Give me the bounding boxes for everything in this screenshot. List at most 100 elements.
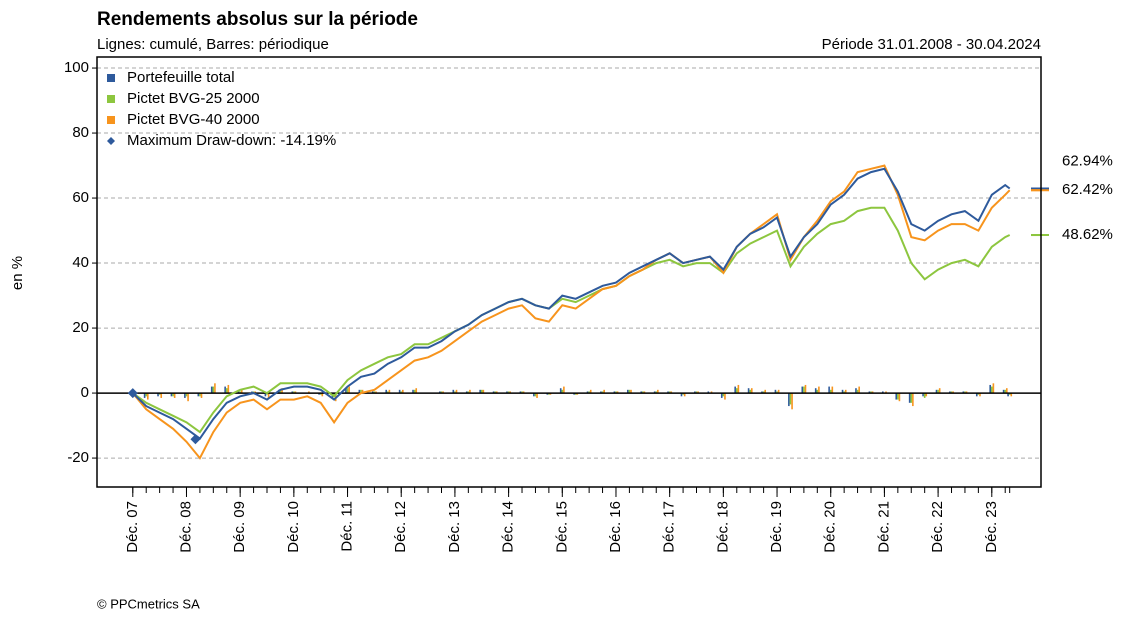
period-bar: [949, 391, 951, 394]
period-bar: [442, 391, 444, 394]
period-bar: [952, 391, 954, 394]
period-bar: [1002, 389, 1005, 394]
period-bar: [694, 391, 696, 394]
period-bar: [400, 391, 403, 394]
period-bar: [844, 389, 847, 394]
period-bar: [667, 391, 669, 394]
end-label: 62.94%: [1062, 152, 1113, 169]
period-bar: [975, 393, 978, 397]
period-bar: [616, 391, 619, 394]
period-bar: [160, 393, 163, 398]
period-bar: [613, 391, 616, 394]
period-bar: [992, 383, 995, 394]
period-bar: [655, 391, 658, 394]
period-bar: [600, 391, 602, 394]
period-bar: [398, 389, 401, 394]
period-bar: [695, 391, 698, 394]
period-bar: [455, 389, 458, 394]
period-bar: [173, 393, 176, 398]
x-tick-label: Déc. 14: [500, 501, 517, 553]
period-bar: [348, 386, 350, 394]
period-bar: [521, 391, 523, 394]
period-bar: [791, 393, 793, 410]
period-bar: [814, 388, 817, 394]
period-bar: [574, 393, 577, 395]
period-bar: [561, 389, 564, 394]
period-bar: [818, 386, 820, 394]
period-bar: [722, 393, 725, 397]
period-bar: [412, 389, 414, 394]
period-bar: [147, 393, 149, 400]
period-bar: [239, 391, 241, 394]
period-bar: [828, 386, 830, 394]
period-bar: [734, 386, 736, 394]
period-bar: [214, 383, 216, 394]
period-bar: [589, 389, 592, 394]
y-tick-label: -20: [67, 449, 89, 466]
period-bar: [776, 391, 778, 394]
period-bar: [720, 393, 723, 398]
period-bar: [534, 393, 537, 397]
legend-label: Pictet BVG-40 2000: [127, 111, 260, 128]
period-bar: [829, 389, 832, 394]
period-bar: [697, 391, 699, 394]
period-bar: [964, 391, 966, 394]
period-bar: [413, 389, 416, 394]
period-bar: [373, 391, 376, 394]
x-tick-label: Déc. 10: [285, 501, 302, 553]
period-bar: [642, 391, 644, 394]
x-tick-label: Déc. 23: [983, 501, 1000, 553]
x-tick-label: Déc. 20: [822, 501, 839, 553]
period-bar: [965, 391, 968, 394]
end-label: 48.62%: [1062, 226, 1113, 243]
period-bar: [871, 391, 874, 394]
period-bar: [251, 391, 253, 394]
period-bar: [895, 393, 898, 400]
period-bar: [533, 393, 535, 397]
legend-swatch: [107, 95, 115, 103]
period-bar: [346, 388, 349, 394]
period-bar: [831, 386, 834, 394]
x-tick-label: Déc. 16: [607, 501, 624, 553]
period-bar: [603, 389, 605, 394]
period-bar: [573, 393, 575, 395]
period-bar: [576, 393, 579, 395]
period-bar: [452, 389, 455, 394]
period-bar: [657, 389, 659, 394]
period-bar: [522, 391, 525, 394]
period-bar: [858, 386, 860, 394]
period-bar: [199, 393, 201, 397]
x-tick-label: Déc. 22: [929, 501, 946, 553]
period-bar: [1008, 393, 1011, 395]
period-bar: [615, 391, 617, 394]
period-bar: [803, 386, 805, 394]
legend-label: Portefeuille total: [127, 69, 235, 86]
period-bar: [294, 391, 297, 394]
period-bar: [935, 389, 938, 394]
period-bar: [264, 393, 267, 397]
period-bar: [640, 391, 643, 394]
period-bar: [910, 393, 913, 403]
period-bar: [145, 393, 148, 397]
period-bar: [267, 393, 270, 398]
period-bar: [1007, 393, 1009, 397]
period-bar: [856, 389, 859, 394]
period-bar: [158, 393, 161, 395]
period-bar: [938, 388, 941, 394]
period-bar: [588, 391, 590, 394]
period-bar: [224, 386, 226, 394]
period-bar: [210, 386, 213, 394]
period-bar: [855, 388, 857, 394]
period-bar: [816, 389, 819, 394]
period-bar: [707, 391, 710, 394]
period-bar: [710, 391, 713, 394]
period-bar: [281, 388, 283, 394]
period-bar: [626, 389, 629, 394]
series-line: [132, 167, 1011, 441]
period-bar: [308, 391, 310, 394]
period-bar: [764, 389, 767, 394]
period-bar: [200, 393, 203, 398]
period-bar: [479, 389, 481, 394]
period-bar: [536, 393, 538, 398]
period-bar: [885, 391, 887, 394]
